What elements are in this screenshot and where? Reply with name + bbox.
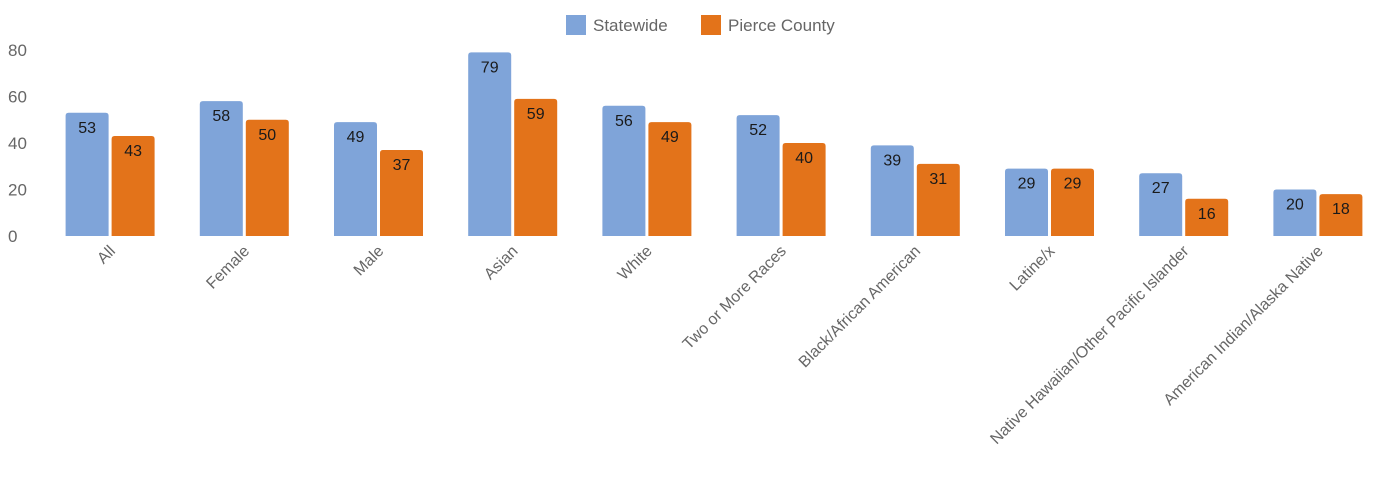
bar-pierce-county bbox=[916, 163, 960, 236]
y-tick-label: 40 bbox=[8, 134, 27, 153]
bar-statewide bbox=[334, 122, 377, 236]
legend-swatch-pierce-county bbox=[701, 15, 721, 35]
bar-pierce-county bbox=[648, 122, 692, 236]
legend-swatch-statewide bbox=[566, 15, 586, 35]
data-label-statewide: 49 bbox=[347, 129, 365, 146]
legend-label-statewide: Statewide bbox=[593, 16, 668, 35]
data-label-pierce-county: 43 bbox=[124, 143, 142, 160]
bar-pierce-county bbox=[1319, 194, 1363, 236]
bar-statewide bbox=[736, 115, 780, 236]
data-label-pierce-county: 49 bbox=[661, 129, 679, 146]
data-label-pierce-county: 40 bbox=[795, 150, 813, 167]
x-category-label: White bbox=[615, 243, 656, 284]
y-tick-label: 80 bbox=[8, 41, 27, 60]
bar-pierce-county bbox=[1051, 168, 1094, 236]
data-label-pierce-county: 31 bbox=[929, 171, 947, 188]
bar-pierce-county bbox=[514, 98, 558, 236]
data-label-statewide: 20 bbox=[1286, 197, 1304, 214]
y-tick-label: 60 bbox=[8, 88, 27, 107]
bar-statewide bbox=[870, 145, 914, 236]
bar-pierce-county bbox=[1185, 198, 1229, 236]
data-labels: 53 43 58 50 49 37 79 59 56 49 52 40 39 31 29 29 27 16 20 18 bbox=[78, 59, 1350, 222]
data-label-statewide: 39 bbox=[883, 152, 901, 169]
y-tick-label: 0 bbox=[8, 227, 17, 246]
bar-statewide bbox=[1005, 168, 1048, 236]
data-label-statewide: 79 bbox=[481, 59, 499, 76]
bar-pierce-county bbox=[111, 136, 155, 236]
x-category-label: Latine/x bbox=[1007, 243, 1059, 295]
data-label-pierce-county: 18 bbox=[1332, 201, 1350, 218]
data-label-pierce-county: 50 bbox=[258, 127, 276, 144]
data-label-statewide: 27 bbox=[1152, 180, 1170, 197]
bar-statewide bbox=[1273, 189, 1317, 236]
data-label-statewide: 56 bbox=[615, 113, 633, 130]
bar-pierce-county bbox=[782, 143, 826, 236]
data-label-statewide: 29 bbox=[1018, 176, 1036, 193]
bar-statewide bbox=[199, 101, 243, 237]
bar-pierce-county bbox=[245, 119, 289, 236]
y-axis: 0 20 40 60 80 bbox=[8, 41, 27, 246]
data-label-pierce-county: 37 bbox=[393, 157, 411, 174]
data-label-pierce-county: 59 bbox=[527, 106, 545, 123]
x-category-label: American Indian/Alaska Native bbox=[1161, 243, 1327, 409]
legend-label-pierce-county: Pierce County bbox=[728, 16, 835, 35]
x-category-label: All bbox=[94, 243, 119, 268]
legend: Statewide Pierce County bbox=[566, 15, 835, 35]
bar-pierce-county bbox=[380, 149, 423, 236]
x-category-label: Asian bbox=[481, 243, 521, 283]
bar-statewide bbox=[65, 112, 109, 236]
data-label-pierce-county: 29 bbox=[1064, 176, 1082, 193]
bars bbox=[65, 52, 1363, 237]
data-label-pierce-county: 16 bbox=[1198, 206, 1216, 223]
x-category-label: Female bbox=[203, 243, 253, 293]
data-label-statewide: 53 bbox=[78, 120, 96, 137]
x-category-label: Two or More Races bbox=[680, 243, 790, 353]
y-tick-label: 20 bbox=[8, 181, 27, 200]
x-category-label: Black/African American bbox=[796, 243, 924, 371]
data-label-statewide: 58 bbox=[212, 108, 230, 125]
x-axis: All Female Male Asian White Two or More Races… bbox=[94, 242, 1326, 448]
data-label-statewide: 52 bbox=[749, 122, 767, 139]
bar-statewide bbox=[468, 52, 512, 237]
bar-statewide bbox=[602, 105, 646, 236]
bar-statewide bbox=[1139, 173, 1183, 236]
x-category-label: Male bbox=[351, 243, 388, 280]
